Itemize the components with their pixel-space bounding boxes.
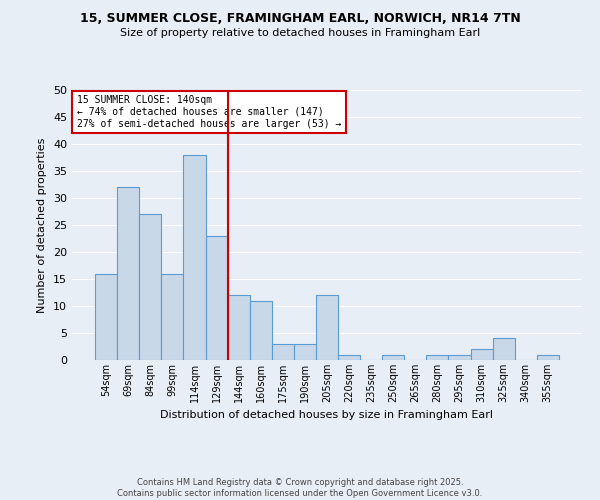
Bar bbox=[537, 354, 559, 360]
Bar bbox=[382, 354, 404, 360]
Bar bbox=[250, 300, 272, 360]
Bar bbox=[448, 354, 470, 360]
Bar bbox=[227, 295, 250, 360]
Text: 15, SUMMER CLOSE, FRAMINGHAM EARL, NORWICH, NR14 7TN: 15, SUMMER CLOSE, FRAMINGHAM EARL, NORWI… bbox=[80, 12, 520, 26]
Text: Contains HM Land Registry data © Crown copyright and database right 2025.
Contai: Contains HM Land Registry data © Crown c… bbox=[118, 478, 482, 498]
Bar bbox=[316, 295, 338, 360]
X-axis label: Distribution of detached houses by size in Framingham Earl: Distribution of detached houses by size … bbox=[161, 410, 493, 420]
Bar bbox=[161, 274, 184, 360]
Text: 15 SUMMER CLOSE: 140sqm
← 74% of detached houses are smaller (147)
27% of semi-d: 15 SUMMER CLOSE: 140sqm ← 74% of detache… bbox=[77, 96, 341, 128]
Text: Size of property relative to detached houses in Framingham Earl: Size of property relative to detached ho… bbox=[120, 28, 480, 38]
Bar bbox=[184, 155, 206, 360]
Bar bbox=[206, 236, 227, 360]
Bar bbox=[338, 354, 360, 360]
Bar bbox=[272, 344, 294, 360]
Y-axis label: Number of detached properties: Number of detached properties bbox=[37, 138, 47, 312]
Bar bbox=[427, 354, 448, 360]
Bar bbox=[117, 187, 139, 360]
Bar bbox=[139, 214, 161, 360]
Bar bbox=[294, 344, 316, 360]
Bar bbox=[493, 338, 515, 360]
Bar bbox=[95, 274, 117, 360]
Bar bbox=[470, 349, 493, 360]
